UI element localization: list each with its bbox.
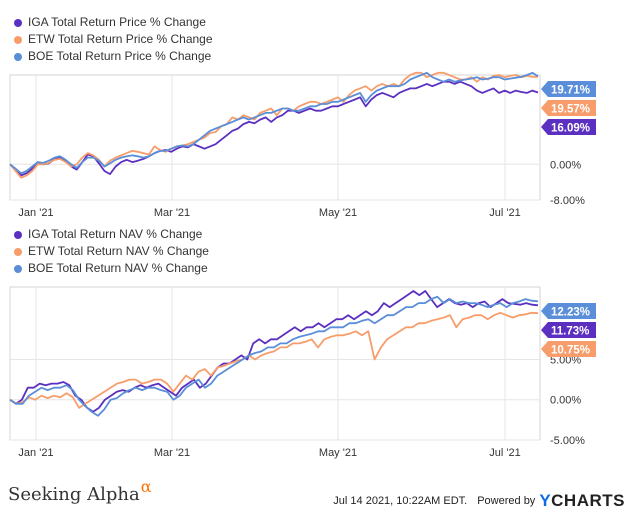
end-value-label: 10.75% [551, 345, 590, 357]
legend-label: BOE Total Return Price % Change [28, 49, 212, 63]
series-line [9, 71, 539, 175]
timestamp: Jul 14 2021, 10:22AM EDT. [333, 495, 468, 507]
end-value-tag: 16.09% [541, 119, 596, 135]
legend-item: BOE Total Return NAV % Change [14, 260, 209, 277]
end-value-tag-bg [541, 322, 596, 338]
series-line [9, 311, 539, 409]
series-line [9, 80, 539, 177]
end-value-label: 19.57% [551, 104, 590, 116]
end-value-tag: 19.57% [541, 100, 596, 116]
x-tick-label: May '21 [319, 207, 357, 219]
y-tick-label: 5.00% [550, 354, 581, 366]
end-value-label: 11.73% [551, 326, 589, 338]
legend-dot-icon [14, 264, 22, 273]
end-value-label: 12.23% [551, 307, 590, 319]
end-value-tag-bg [541, 341, 596, 357]
y-tick-label: -5.00% [550, 435, 585, 447]
alpha-symbol: α [140, 477, 152, 496]
x-tick-label: Jul '21 [489, 207, 520, 219]
plot-frame [9, 286, 541, 441]
y-tick-label: 0.00% [550, 395, 581, 407]
legend-label: BOE Total Return NAV % Change [28, 261, 208, 275]
end-value-tag: 11.73% [541, 322, 596, 338]
powered-by-label: Powered by [477, 495, 536, 507]
legend-item: BOE Total Return Price % Change [14, 48, 213, 65]
x-tick-label: Jul '21 [489, 447, 520, 459]
x-tick-label: May '21 [319, 447, 357, 459]
end-value-label: 16.09% [551, 123, 590, 135]
nav-chart: 5.00% 0.00% -5.00% Jan '21 Mar '21 May '21 Jul… [9, 286, 596, 459]
legend-bottom: IGA Total Return NAV % Change ETW Total … [14, 226, 209, 277]
seeking-alpha-logo: Seeking Alphaα [8, 477, 152, 505]
footer-attribution: Jul 14 2021, 10:22AM EDT. Powered by YCH… [333, 491, 625, 511]
legend-label: ETW Total Return Price % Change [28, 32, 213, 46]
end-value-tag-bg [541, 100, 596, 116]
price-chart: 0.00% -8.00% Jan '21 Mar '21 May '21 Jul '21 1… [9, 71, 596, 219]
legend-label: ETW Total Return NAV % Change [28, 244, 209, 258]
legend-label: IGA Total Return NAV % Change [28, 227, 203, 241]
x-tick-label: Mar '21 [154, 447, 190, 459]
y-tick-label: 0.00% [550, 159, 581, 171]
end-value-tag-bg [541, 81, 596, 97]
series-line [9, 295, 539, 417]
legend-item: ETW Total Return Price % Change [14, 31, 213, 48]
x-tick-label: Jan '21 [18, 447, 53, 459]
legend-top: IGA Total Return Price % Change ETW Tota… [14, 14, 213, 65]
end-value-tag-bg [541, 303, 596, 319]
ycharts-logo: YCHARTS [539, 491, 625, 510]
legend-dot-icon [14, 35, 22, 44]
brand-text: Seeking Alpha [8, 484, 140, 505]
y-tick-label: -8.00% [550, 195, 585, 207]
legend-label: IGA Total Return Price % Change [28, 15, 206, 29]
legend-dot-icon [14, 18, 22, 27]
x-tick-label: Jan '21 [18, 207, 53, 219]
legend-dot-icon [14, 247, 22, 256]
legend-dot-icon [14, 230, 22, 239]
end-value-tag: 19.71% [541, 81, 596, 97]
legend-item: IGA Total Return NAV % Change [14, 226, 209, 243]
legend-dot-icon [14, 52, 22, 61]
legend-item: ETW Total Return NAV % Change [14, 243, 209, 260]
end-value-tag: 12.23% [541, 303, 596, 319]
x-tick-label: Mar '21 [154, 207, 190, 219]
end-value-label: 19.71% [551, 85, 590, 97]
end-value-tag: 10.75% [541, 341, 596, 357]
end-value-tag-bg [541, 119, 596, 135]
legend-item: IGA Total Return Price % Change [14, 14, 213, 31]
